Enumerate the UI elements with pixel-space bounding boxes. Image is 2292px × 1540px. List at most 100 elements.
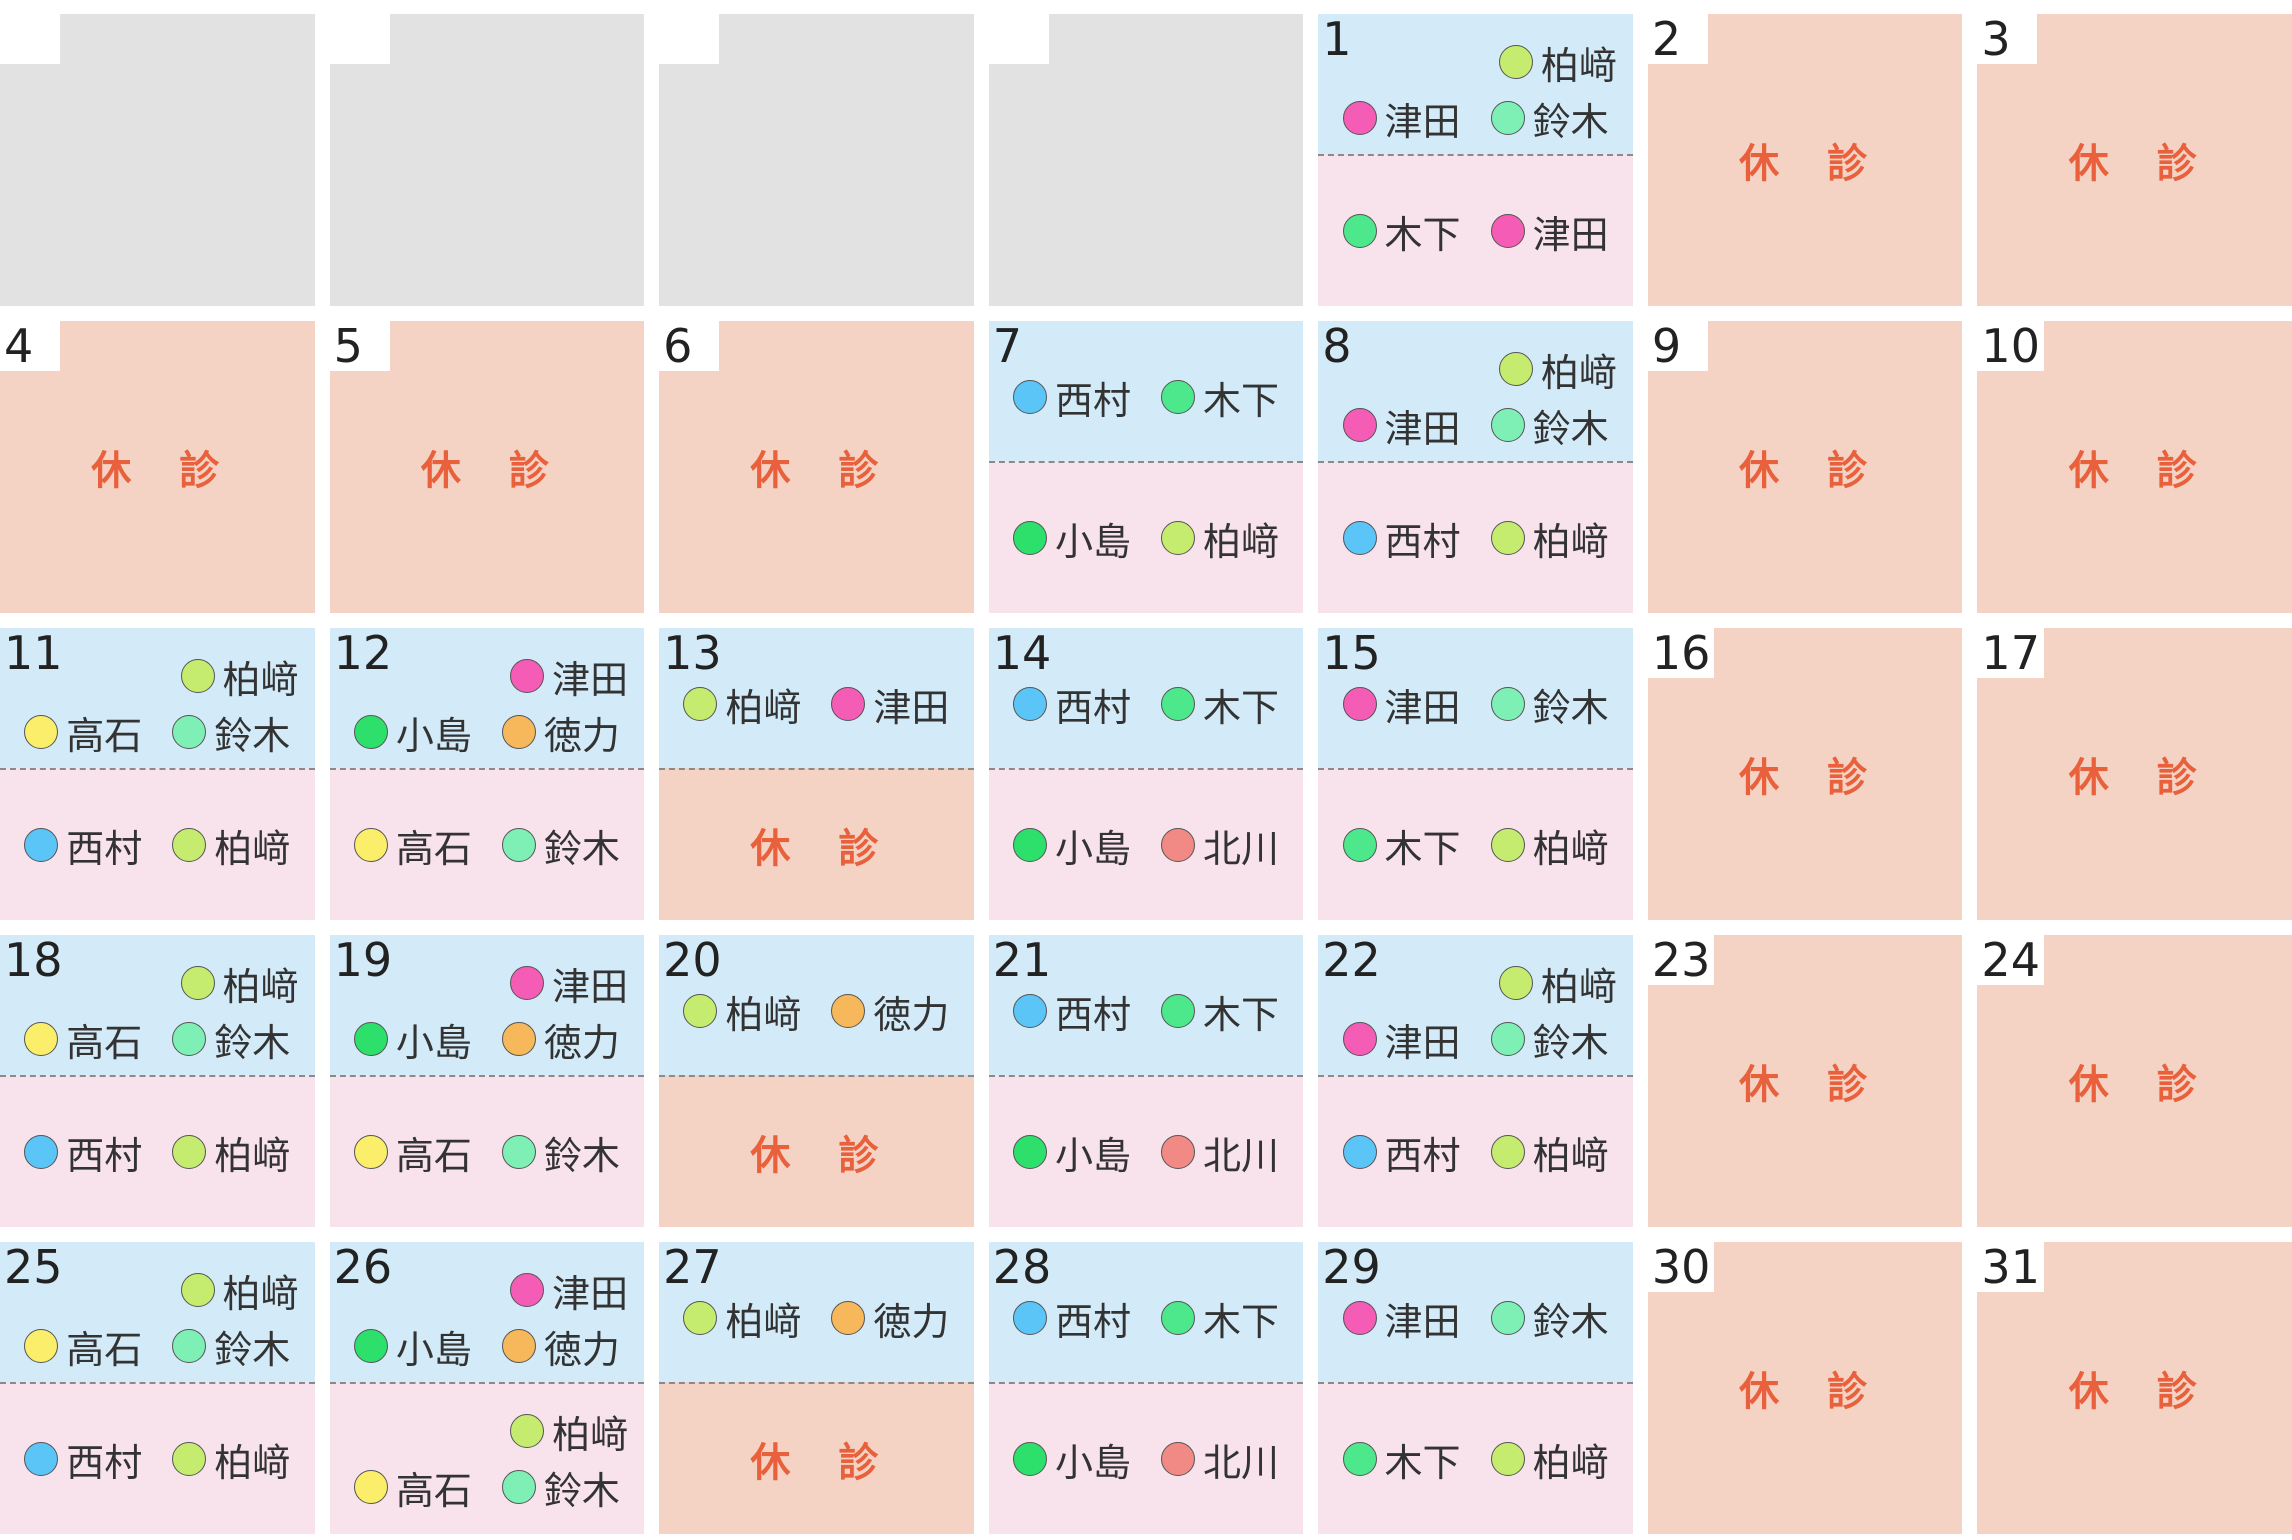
empty-day <box>659 14 974 306</box>
doctor-color-dot <box>172 1329 207 1364</box>
morning: 柏﨑 高石 鈴木 <box>0 1242 315 1383</box>
closed-label: 休 診 <box>2068 1369 2201 1415</box>
doctor-color-dot <box>1342 408 1377 443</box>
doctor-color-dot <box>24 1135 59 1170</box>
doctor-name: 柏﨑 <box>1540 964 1617 1009</box>
day-number: 29 <box>1322 1242 1381 1294</box>
doctor-row: 柏﨑 徳力 <box>659 983 974 1039</box>
doctor-color-dot <box>1012 687 1047 722</box>
doctor-name: 鈴木 <box>214 713 291 758</box>
doctor-name: 柏﨑 <box>214 826 291 871</box>
doctor-name: 小島 <box>1054 519 1131 564</box>
doctor: 柏﨑 <box>1498 956 1617 1011</box>
morning: 西村 木下 <box>988 1242 1304 1383</box>
doctor: 柏﨑 <box>1498 35 1617 90</box>
doctor-name: 鈴木 <box>543 1468 620 1513</box>
closed-area: 休 診 <box>1648 321 1963 613</box>
closed-label: 休 診 <box>2068 755 2201 801</box>
closed-label: 休 診 <box>750 1133 883 1180</box>
day-number: 27 <box>663 1242 722 1294</box>
doctor-name: 徳力 <box>873 992 950 1037</box>
closed-area: 休 診 <box>1648 1242 1963 1534</box>
doctor-name: 鈴木 <box>1532 1299 1609 1344</box>
day-number: 8 <box>1322 321 1352 373</box>
morning: 柏﨑 津田 鈴木 <box>1318 14 1633 155</box>
morning: 柏﨑 高石 鈴木 <box>0 935 315 1076</box>
doctor-name: 西村 <box>1384 519 1461 564</box>
day-number: 28 <box>992 1242 1052 1294</box>
day-number-box <box>329 14 390 64</box>
doctor-color-dot <box>1012 994 1047 1029</box>
doctor: 西村 <box>1342 1125 1461 1180</box>
doctor-color-dot <box>1490 1442 1525 1477</box>
doctor-name: 柏﨑 <box>1532 1133 1609 1178</box>
doctor-color-dot <box>1490 1022 1525 1057</box>
doctor-row: 西村 木下 <box>989 983 1304 1039</box>
doctor-name: 鈴木 <box>543 1133 620 1178</box>
closed-area: 休 診 <box>1977 935 2292 1227</box>
day-number: 10 <box>1977 321 2044 371</box>
doctor-color-dot <box>353 1135 388 1170</box>
morning: 津田 小島 徳力 <box>329 1242 645 1383</box>
closed-label: 休 診 <box>1739 141 1872 187</box>
doctor-color-dot <box>172 828 207 863</box>
doctor-row: 柏﨑 <box>1318 34 1633 90</box>
doctor-name: 津田 <box>1384 99 1461 144</box>
day-number: 2 <box>1647 14 1708 64</box>
doctor-name: 津田 <box>873 685 950 730</box>
doctor-color-dot <box>172 1022 207 1057</box>
doctor-name: 柏﨑 <box>214 1440 291 1485</box>
doctor-row: 柏﨑 <box>0 648 315 704</box>
closed-area: 休 診 <box>330 321 645 613</box>
afternoon: 木下 津田 <box>1318 154 1633 306</box>
doctor-name: 鈴木 <box>1532 1020 1609 1065</box>
doctor: 木下 <box>1160 984 1279 1039</box>
doctor-name: 徳力 <box>543 1020 620 1065</box>
day: 柏﨑 高石 鈴木 西村 柏﨑 11 <box>0 628 315 920</box>
closed-area: 休 診 <box>1977 628 2292 920</box>
doctor-row: 小島 徳力 <box>330 1011 645 1067</box>
doctor-name: 西村 <box>1054 992 1131 1037</box>
closed-area: 休 診 <box>1977 321 2292 613</box>
doctor: 柏﨑 <box>172 1125 290 1180</box>
doctor-name: 鈴木 <box>1532 99 1609 144</box>
doctor-name: 柏﨑 <box>1532 826 1609 871</box>
doctor-name: 津田 <box>1532 212 1609 257</box>
empty-day <box>329 14 645 306</box>
doctor: 高石 <box>353 1125 472 1180</box>
closed-day: 休 診 6 <box>659 321 974 613</box>
doctor-row: 小島 北川 <box>989 1431 1304 1487</box>
day: 柏﨑 津田 鈴木 西村 柏﨑 8 <box>1318 321 1633 613</box>
doctor: 津田 <box>1342 1291 1461 1346</box>
morning: 津田 小島 徳力 <box>329 628 645 769</box>
doctor-color-dot <box>1490 214 1525 249</box>
doctor-color-dot <box>24 715 59 750</box>
doctor-name: 西村 <box>66 1133 143 1178</box>
doctor-name: 高石 <box>395 826 472 871</box>
doctor-name: 木下 <box>1384 1440 1461 1485</box>
doctor-row: 柏﨑 <box>0 1262 315 1318</box>
afternoon: 高石 鈴木 <box>329 1075 645 1227</box>
doctor-color-dot <box>1498 45 1533 80</box>
afternoon-closed: 休 診 <box>659 1382 974 1534</box>
doctor-name: 小島 <box>395 1020 472 1065</box>
doctor-name: 柏﨑 <box>725 1299 802 1344</box>
closed-label: 休 診 <box>1739 448 1872 494</box>
doctor: 西村 <box>1342 511 1461 566</box>
doctor-color-dot <box>1342 521 1377 556</box>
doctor-row: 小島 北川 <box>989 1124 1304 1180</box>
closed-label: 休 診 <box>750 1440 883 1487</box>
day-number: 30 <box>1647 1242 1715 1292</box>
afternoon-closed: 休 診 <box>659 1075 974 1227</box>
closed-day: 休 診 9 <box>1647 321 1963 613</box>
doctor: 鈴木 <box>1490 1012 1609 1067</box>
closed-label: 休 診 <box>2068 141 2201 187</box>
morning: 柏﨑 徳力 <box>659 935 974 1076</box>
doctor-name: 木下 <box>1384 826 1461 871</box>
morning: 西村 木下 <box>988 935 1304 1076</box>
doctor: 津田 <box>510 1263 628 1318</box>
doctor: 津田 <box>1342 1012 1461 1067</box>
doctor-row: 西村 柏﨑 <box>1318 510 1633 566</box>
doctor-color-dot <box>1160 1135 1195 1170</box>
doctor-color-dot <box>683 1301 718 1336</box>
